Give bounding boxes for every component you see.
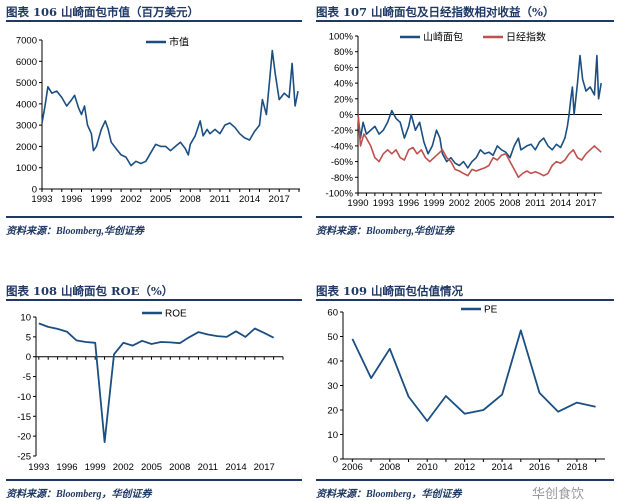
title-rule	[6, 299, 302, 301]
y-tick-label: 7000	[16, 36, 37, 47]
x-tick-label: 2002	[113, 462, 134, 473]
y-tick-label: -20	[17, 432, 31, 443]
x-tick-label: 2002	[449, 198, 470, 209]
x-tick-label: 2011	[525, 198, 545, 209]
x-tick-label: 2011	[198, 462, 218, 473]
source-note-106: 资料来源：Bloomberg,华创证券	[6, 226, 145, 237]
y-tick-label: 30	[327, 381, 338, 392]
watermark: 华创食饮	[532, 487, 585, 501]
x-tick-label: 1990	[347, 198, 368, 209]
x-tick-label: 1993	[373, 198, 394, 209]
y-tick-label: 100%	[329, 32, 354, 43]
x-tick-label: 2002	[120, 194, 141, 205]
title-rule	[6, 20, 302, 22]
title-rule	[316, 299, 614, 301]
y-tick-label: -5	[23, 372, 31, 383]
source-note-108: 资料来源：Bloomberg，华创证券	[6, 489, 152, 500]
y-tick-label: 0	[333, 455, 338, 466]
series-line-PE	[351, 329, 596, 422]
x-tick-label: 1996	[398, 198, 419, 209]
x-tick-label: 2014	[492, 462, 513, 473]
x-tick-label: 1999	[85, 462, 106, 473]
x-tick-label: 2008	[379, 462, 400, 473]
x-tick-label: 1999	[91, 194, 112, 205]
x-tick-label: 2005	[474, 198, 495, 209]
x-tick-label: 2018	[566, 462, 587, 473]
x-tick-label: 2006	[342, 462, 363, 473]
x-tick-label: 2014	[225, 462, 246, 473]
x-tick-label: 1993	[31, 194, 52, 205]
source-rule	[316, 216, 614, 218]
y-tick-label: 40	[327, 357, 338, 368]
y-tick-label: 2000	[16, 142, 37, 153]
legend-label: ROE	[165, 309, 187, 320]
legend-label: 山崎面包	[423, 31, 463, 44]
y-tick-label: -15	[17, 412, 31, 423]
x-tick-label: 1996	[61, 194, 82, 205]
y-tick-label: -20%	[331, 126, 354, 137]
y-tick-label: 80%	[334, 47, 354, 58]
series-line-山崎面包	[357, 54, 602, 169]
x-tick-label: 2008	[169, 462, 190, 473]
chart-title-109: 图表 109 山崎面包估值情况	[316, 284, 464, 298]
x-tick-label: 2005	[141, 462, 162, 473]
y-tick-label: -25	[17, 452, 31, 463]
x-tick-label: 2014	[239, 194, 260, 205]
legend-label: 市值	[169, 36, 189, 49]
y-tick-label: -40%	[331, 141, 354, 152]
y-tick-label: 20	[327, 406, 338, 417]
y-tick-label: -10	[17, 392, 31, 403]
series-line-日经指数	[357, 114, 602, 179]
y-tick-label: 0	[32, 185, 37, 196]
legend-label: PE	[484, 305, 498, 316]
x-tick-label: 2012	[454, 462, 475, 473]
x-tick-label: 1996	[56, 462, 77, 473]
y-tick-label: 10	[327, 430, 338, 441]
x-tick-label: 2017	[575, 198, 596, 209]
x-tick-label: 2017	[254, 462, 275, 473]
y-tick-label: 4000	[16, 99, 37, 110]
y-tick-label: 20%	[334, 94, 354, 105]
source-note-109: 资料来源：Bloomberg，华创证券	[316, 489, 462, 500]
chart-title-108: 图表 108 山崎面包 ROE（%）	[6, 284, 174, 298]
x-tick-label: 1999	[423, 198, 444, 209]
y-tick-label: 40%	[334, 79, 354, 90]
y-tick-label: 1000	[16, 163, 37, 174]
x-tick-label: 2008	[180, 194, 201, 205]
y-tick-label: 60%	[334, 63, 354, 74]
y-tick-label: 50	[327, 332, 338, 343]
chart-title-106: 图表 106 山崎面包市值（百万美元）	[6, 5, 200, 19]
x-tick-label: 2010	[417, 462, 438, 473]
title-rule	[316, 20, 614, 22]
y-tick-label: 5	[26, 332, 31, 343]
source-rule	[6, 479, 302, 481]
source-rule	[6, 216, 302, 218]
series-line-市值	[41, 49, 299, 167]
y-tick-label: 0	[26, 352, 31, 363]
x-tick-label: 2005	[150, 194, 171, 205]
x-tick-label: 2011	[210, 194, 230, 205]
y-tick-label: 60	[327, 308, 338, 319]
y-tick-label: -100%	[326, 189, 354, 200]
source-note-107: 资料来源：Bloomberg,华创证券	[316, 226, 455, 237]
x-tick-label: 2016	[529, 462, 550, 473]
y-tick-label: 0%	[339, 110, 353, 121]
series-line-ROE	[38, 322, 275, 443]
x-tick-label: 2008	[499, 198, 520, 209]
chart-title-107: 图表 107 山崎面包及日经指数相对收益（%）	[316, 5, 555, 19]
x-tick-label: 2014	[550, 198, 571, 209]
y-tick-label: 10	[20, 313, 31, 324]
y-tick-label: 6000	[16, 57, 37, 68]
source-rule	[316, 479, 614, 481]
x-tick-label: 1993	[28, 462, 49, 473]
y-tick-label: 5000	[16, 78, 37, 89]
y-tick-label: -60%	[331, 157, 354, 168]
y-tick-label: -80%	[331, 173, 354, 184]
y-tick-label: 3000	[16, 121, 37, 132]
x-tick-label: 2017	[269, 194, 290, 205]
legend-label: 日经指数	[506, 31, 546, 44]
